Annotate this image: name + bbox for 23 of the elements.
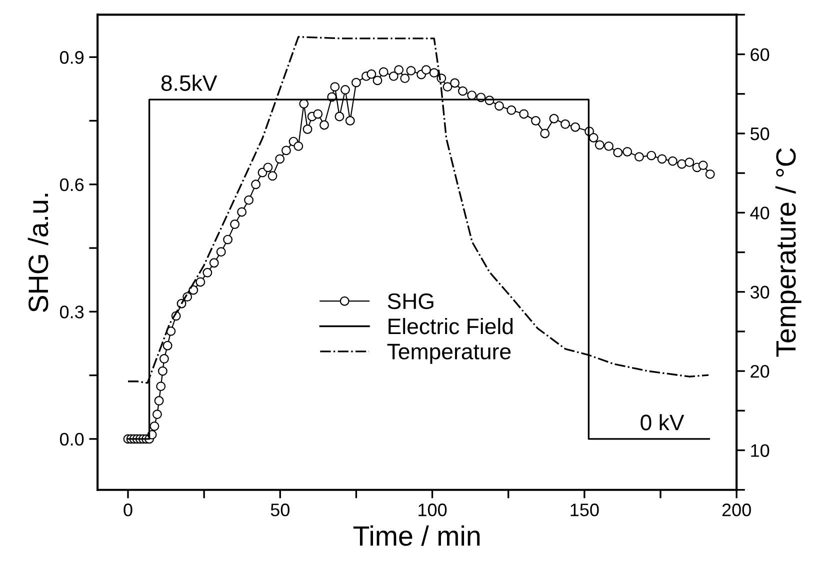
x-tick-label: 0 [124, 504, 132, 516]
y2-tick-label: 10 [751, 444, 770, 457]
annotation: 0 kV [640, 414, 684, 430]
y2-axis-title: Temperature / °C [775, 148, 802, 357]
x-tick-label: 100 [418, 504, 447, 516]
y2-tick-label: 50 [750, 127, 770, 140]
y-tick-label: 0.9 [60, 51, 84, 64]
legend-label: Electric Field [388, 318, 513, 334]
y2-tick-label: 40 [750, 206, 770, 220]
x-tick-label: 200 [722, 504, 751, 516]
annotation: 8.5kV [161, 74, 218, 91]
x-tick-label: 150 [570, 504, 599, 516]
y2-tick-label: 30 [750, 286, 770, 299]
y-axis-title: SHG /a.u. [28, 194, 48, 312]
y2-tick-label: 20 [750, 365, 770, 378]
y-tick-label: 0.6 [60, 178, 84, 192]
y-tick-label: 0.3 [60, 306, 84, 318]
x-axis-title: Time / min [353, 525, 480, 546]
legend-label: Temperature [387, 344, 511, 364]
legend-label: SHG [388, 293, 434, 310]
y2-tick-label: 60 [750, 48, 770, 62]
x-tick-label: 50 [270, 504, 290, 516]
y-tick-label: 0.0 [60, 432, 84, 446]
